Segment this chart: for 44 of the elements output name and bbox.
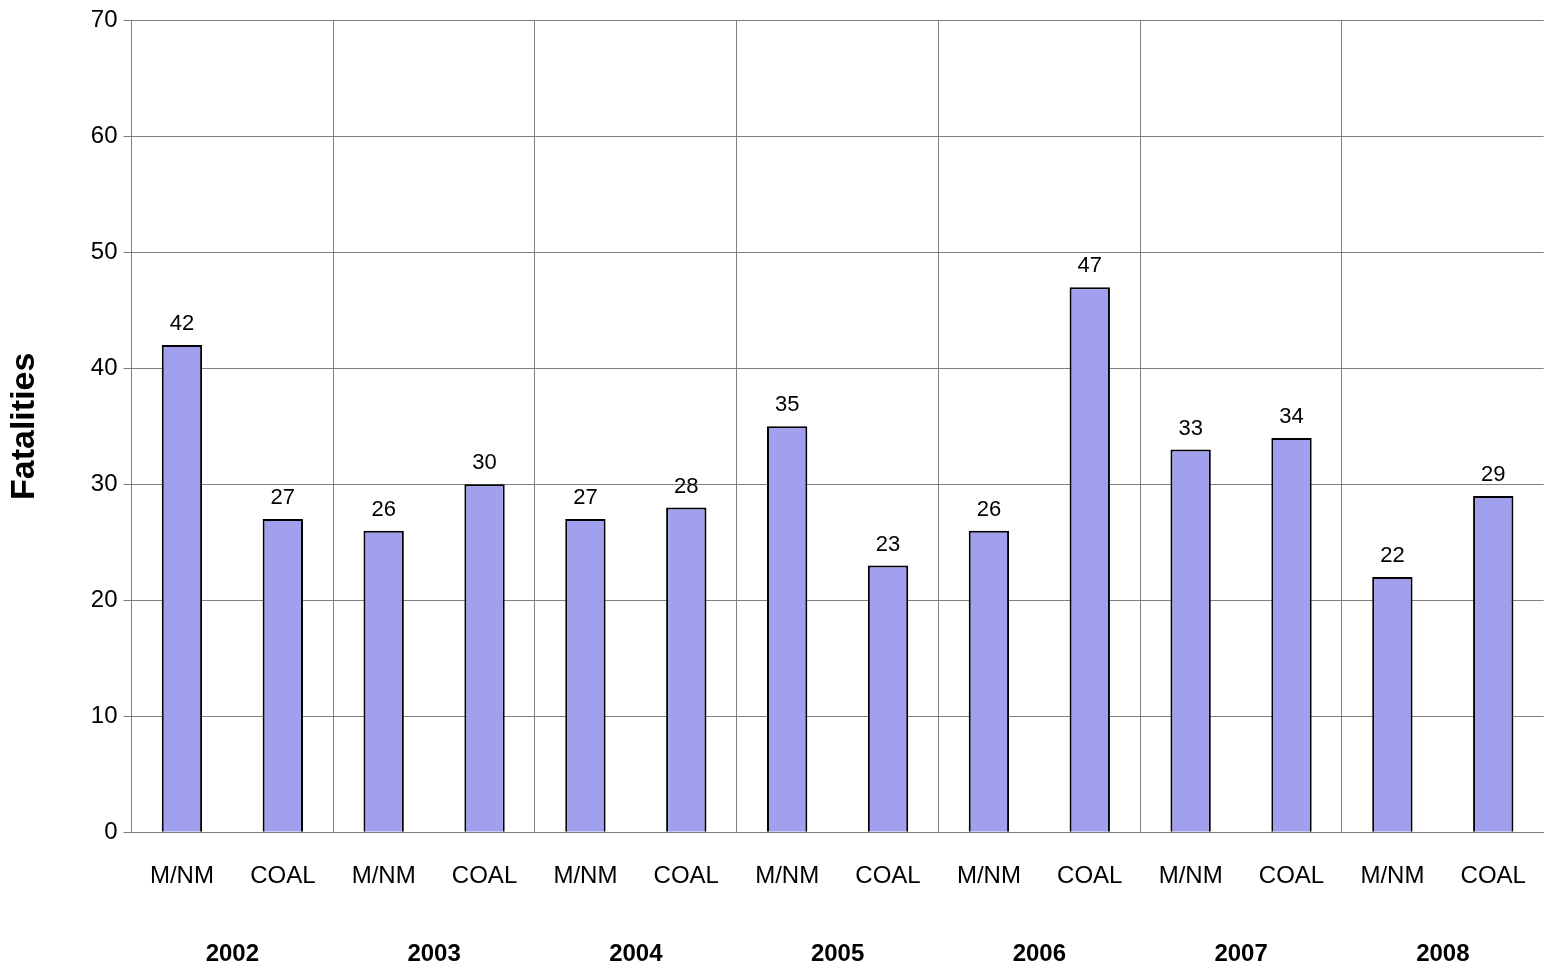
x-tick-label: COAL — [1258, 861, 1325, 889]
x-tick-label: COAL — [1057, 861, 1123, 889]
data-label: 28 — [674, 472, 699, 498]
y-tick-label: 0 — [104, 816, 118, 844]
x-tick-label: M/NM — [553, 861, 618, 889]
data-label: 23 — [875, 530, 901, 556]
data-label: 30 — [472, 449, 497, 475]
y-axis-title: Fatalities — [2, 352, 41, 500]
x-tick-label: COAL — [855, 861, 921, 889]
text: 2004 — [609, 938, 664, 966]
y-tick-label: 60 — [90, 121, 118, 148]
y-tick-label: 20 — [90, 584, 118, 612]
data-label: 27 — [573, 484, 598, 510]
text: 2008 — [1416, 938, 1470, 966]
data-label: 26 — [976, 495, 1002, 521]
data-label: 47 — [1077, 252, 1103, 278]
data-label: 27 — [270, 484, 296, 510]
x-tick-label: COAL — [1460, 861, 1526, 889]
x-tick-label: M/NM — [149, 861, 214, 889]
x-tick-label: M/NM — [351, 861, 416, 889]
data-label: 42 — [169, 310, 195, 336]
y-tick-label: 40 — [90, 352, 118, 380]
x-tick-label: COAL — [250, 861, 316, 889]
data-label: 34 — [1279, 402, 1304, 428]
text: 2003 — [407, 938, 461, 966]
x-tick-label: M/NM — [956, 861, 1021, 889]
text: 2007 — [1214, 938, 1268, 966]
data-label: 26 — [371, 495, 396, 521]
data-label: 33 — [1178, 414, 1203, 440]
x-tick-label: COAL — [451, 861, 518, 889]
text: 2002 — [205, 938, 260, 966]
x-tick-label: M/NM — [755, 861, 820, 889]
text: 2006 — [1012, 938, 1067, 966]
text: 2005 — [810, 938, 865, 966]
y-tick-label: 70 — [90, 5, 118, 33]
x-tick-label: COAL — [653, 861, 719, 889]
data-label: 29 — [1481, 460, 1506, 486]
x-tick-label: M/NM — [1158, 861, 1223, 889]
y-tick-label: 30 — [90, 468, 118, 496]
data-label: 22 — [1380, 542, 1405, 568]
x-tick-label: M/NM — [1360, 861, 1425, 889]
y-tick-label: 10 — [90, 700, 118, 728]
data-label: 35 — [774, 391, 800, 417]
y-tick-label: 50 — [90, 236, 118, 264]
